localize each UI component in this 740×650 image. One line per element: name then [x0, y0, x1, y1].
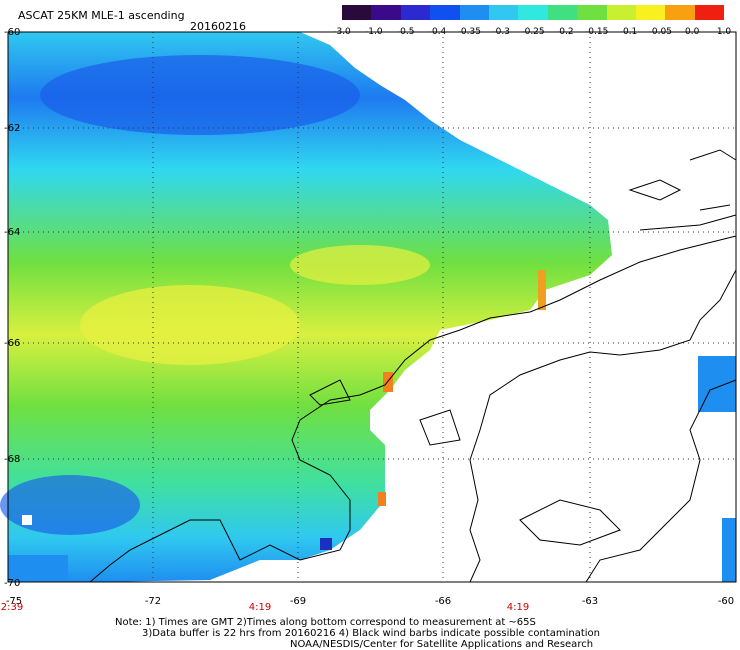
colorbar-swatch [371, 5, 401, 20]
colorbar-swatch [430, 5, 460, 20]
lon-label: -75 [5, 596, 23, 607]
region-low-value-2 [0, 475, 140, 535]
blank-cell [22, 515, 32, 525]
time-label: 2:39 [0, 602, 24, 613]
time-label: 4:19 [248, 602, 272, 613]
region-high-value-2 [290, 245, 430, 285]
lat-label: -66 [4, 338, 21, 349]
edge-patch-3 [538, 270, 546, 310]
colorbar-swatch [547, 5, 578, 20]
time-label: 4:19 [506, 602, 530, 613]
lat-label: -70 [4, 578, 21, 589]
lon-label: -60 [717, 596, 735, 607]
note-line-2: 3)Data buffer is 22 hrs from 20160216 4)… [142, 628, 600, 639]
region-high-value-1 [80, 285, 300, 365]
edge-patch-2 [378, 492, 386, 506]
lat-label: -68 [4, 454, 21, 465]
map-title: ASCAT 25KM MLE-1 ascending [18, 9, 185, 22]
lon-label: -66 [434, 596, 452, 607]
graticule [8, 32, 736, 582]
map-date: 20160216 [190, 20, 246, 33]
lat-label: -64 [4, 227, 21, 238]
colorbar-swatch [606, 5, 636, 20]
colorbar-swatch [459, 5, 489, 20]
colorbar-swatch [665, 5, 695, 20]
lat-label: -60 [4, 27, 21, 38]
data-swath [8, 32, 612, 582]
colorbar-swatch [488, 5, 519, 20]
note-line-1: Note: 1) Times are GMT 2)Times along bot… [115, 617, 536, 628]
colorbar-swatch [694, 5, 725, 20]
region-low-value-3 [8, 555, 68, 582]
colorbar [342, 5, 725, 20]
coastline-peninsula [89, 235, 737, 583]
lon-label: -72 [144, 596, 162, 607]
side-swath-2 [722, 518, 736, 582]
lat-label: -62 [4, 123, 21, 134]
side-swath-1 [698, 356, 736, 412]
region-low-value-1 [40, 55, 360, 135]
edge-patch-4 [320, 538, 332, 550]
map-frame [7, 31, 737, 583]
coastline-islands [309, 149, 737, 546]
lon-label: -63 [581, 596, 599, 607]
note-line-3: NOAA/NESDIS/Center for Satellite Applica… [290, 639, 594, 650]
colorbar-swatch [342, 5, 372, 20]
colorbar-swatch [577, 5, 607, 20]
lon-label: -69 [289, 596, 307, 607]
colorbar-swatch [518, 5, 548, 20]
colorbar-swatch [400, 5, 431, 20]
colorbar-swatch [635, 5, 666, 20]
